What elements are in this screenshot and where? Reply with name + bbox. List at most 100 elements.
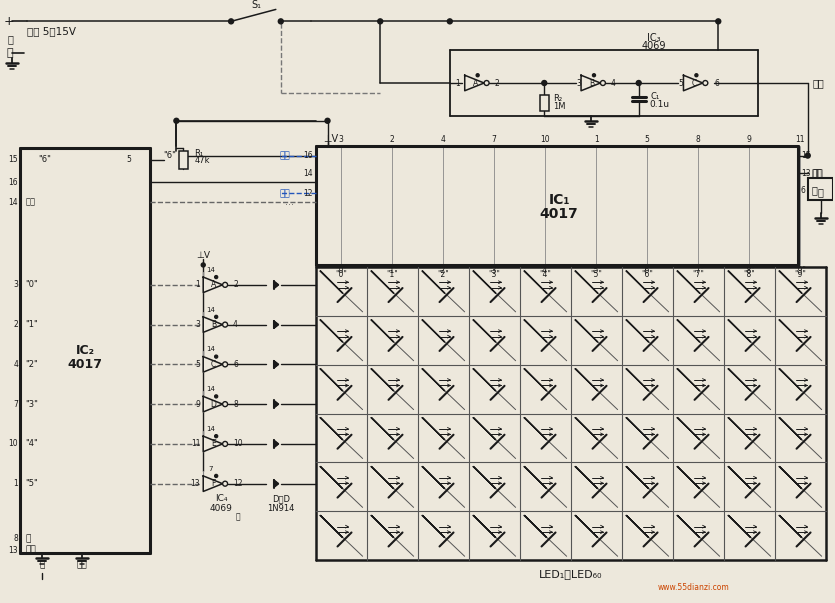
Polygon shape xyxy=(575,368,598,391)
Text: 启动: 启动 xyxy=(77,561,88,570)
Polygon shape xyxy=(203,317,223,332)
Text: 6: 6 xyxy=(714,78,719,87)
Polygon shape xyxy=(320,271,342,293)
Text: "0": "0" xyxy=(335,267,347,276)
Text: 力: 力 xyxy=(235,512,240,521)
Text: "0": "0" xyxy=(335,270,347,279)
Polygon shape xyxy=(473,466,496,489)
Text: 14: 14 xyxy=(303,169,312,178)
Polygon shape xyxy=(203,436,223,452)
Text: "2": "2" xyxy=(438,267,449,276)
Text: S₁: S₁ xyxy=(251,1,261,10)
Circle shape xyxy=(476,74,479,77)
Circle shape xyxy=(805,153,810,158)
Circle shape xyxy=(716,19,721,24)
Circle shape xyxy=(593,74,595,77)
Polygon shape xyxy=(473,320,496,342)
Polygon shape xyxy=(473,417,496,440)
Text: "4": "4" xyxy=(25,440,38,449)
Text: 13: 13 xyxy=(8,546,18,555)
Circle shape xyxy=(542,81,547,86)
Polygon shape xyxy=(677,271,700,293)
Text: B: B xyxy=(589,78,594,87)
Circle shape xyxy=(377,19,382,24)
Text: "2": "2" xyxy=(25,360,38,369)
Polygon shape xyxy=(473,368,496,391)
Polygon shape xyxy=(423,320,445,342)
Text: C₁: C₁ xyxy=(650,92,660,101)
Polygon shape xyxy=(320,417,342,440)
Text: "3": "3" xyxy=(25,400,38,409)
Circle shape xyxy=(215,315,218,318)
Text: ⊥V: ⊥V xyxy=(323,134,338,144)
Text: "7": "7" xyxy=(692,270,704,279)
Text: 4: 4 xyxy=(611,78,615,87)
Polygon shape xyxy=(320,466,342,489)
Text: "8": "8" xyxy=(743,270,755,279)
Text: B: B xyxy=(211,320,216,329)
Text: "9": "9" xyxy=(794,267,806,276)
Polygon shape xyxy=(728,515,751,538)
Text: 5: 5 xyxy=(679,78,683,87)
Polygon shape xyxy=(465,75,484,91)
Text: IC₃: IC₃ xyxy=(647,33,660,43)
Text: C: C xyxy=(691,78,696,87)
Polygon shape xyxy=(677,417,700,440)
Text: D～D: D～D xyxy=(271,494,290,503)
Text: 4017: 4017 xyxy=(539,207,579,221)
Circle shape xyxy=(484,81,489,86)
Polygon shape xyxy=(274,361,279,368)
Text: 6: 6 xyxy=(801,186,806,195)
Text: 8: 8 xyxy=(696,135,701,144)
Text: 14: 14 xyxy=(205,307,215,313)
Text: 地: 地 xyxy=(25,534,31,543)
Text: 3: 3 xyxy=(13,280,18,289)
Text: 6: 6 xyxy=(233,360,238,369)
Polygon shape xyxy=(728,417,751,440)
Circle shape xyxy=(278,19,283,24)
Bar xyxy=(807,178,832,200)
Circle shape xyxy=(215,355,218,358)
Text: 1: 1 xyxy=(195,280,200,289)
Text: 2: 2 xyxy=(233,280,238,289)
Polygon shape xyxy=(203,356,223,372)
Polygon shape xyxy=(626,515,649,538)
Text: D: D xyxy=(210,400,216,409)
Polygon shape xyxy=(575,271,598,293)
Circle shape xyxy=(600,81,605,86)
Text: 13: 13 xyxy=(801,169,811,178)
Text: IC₁: IC₁ xyxy=(549,194,570,207)
Text: 10: 10 xyxy=(540,135,550,144)
Bar xyxy=(539,95,549,111)
Text: 7: 7 xyxy=(208,466,212,472)
Text: "6": "6" xyxy=(38,155,51,164)
Text: 15: 15 xyxy=(801,151,811,160)
Text: 时钟: 时钟 xyxy=(25,198,35,207)
Text: 7: 7 xyxy=(492,135,497,144)
Text: "1": "1" xyxy=(25,320,38,329)
Polygon shape xyxy=(581,75,600,91)
Circle shape xyxy=(325,118,330,123)
Text: "1": "1" xyxy=(387,267,398,276)
Polygon shape xyxy=(684,75,703,91)
Polygon shape xyxy=(728,368,751,391)
Circle shape xyxy=(223,282,228,287)
Polygon shape xyxy=(779,515,802,538)
Text: 15: 15 xyxy=(8,155,18,164)
Text: 3: 3 xyxy=(576,78,581,87)
Text: 11: 11 xyxy=(190,440,200,449)
Text: 4: 4 xyxy=(13,360,18,369)
Text: ⊥V: ⊥V xyxy=(196,250,210,259)
Text: "4": "4" xyxy=(539,267,551,276)
Text: 进位: 进位 xyxy=(280,189,291,198)
Circle shape xyxy=(215,475,218,478)
Text: R₁: R₁ xyxy=(195,149,204,158)
Text: "5": "5" xyxy=(590,267,602,276)
Polygon shape xyxy=(203,396,223,412)
Circle shape xyxy=(223,441,228,446)
Text: 7: 7 xyxy=(13,400,18,409)
Text: 13: 13 xyxy=(190,479,200,488)
Polygon shape xyxy=(524,271,547,293)
Text: "6": "6" xyxy=(163,151,176,160)
Polygon shape xyxy=(779,417,802,440)
